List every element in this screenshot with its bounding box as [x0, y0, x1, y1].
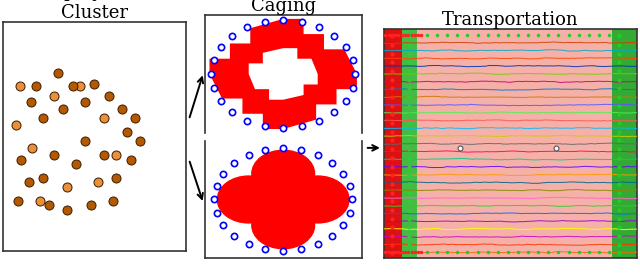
Bar: [384, 29, 402, 258]
Bar: [402, 29, 417, 258]
Title: Transportation: Transportation: [442, 11, 579, 29]
Polygon shape: [249, 48, 317, 100]
Circle shape: [249, 174, 317, 225]
Circle shape: [286, 176, 349, 223]
Circle shape: [218, 176, 280, 223]
Circle shape: [252, 202, 315, 249]
Circle shape: [252, 150, 315, 197]
Title: Deployment
Cluster: Deployment Cluster: [40, 0, 149, 22]
Title: Caging: Caging: [251, 0, 316, 15]
Bar: [612, 29, 637, 258]
Polygon shape: [209, 19, 357, 129]
